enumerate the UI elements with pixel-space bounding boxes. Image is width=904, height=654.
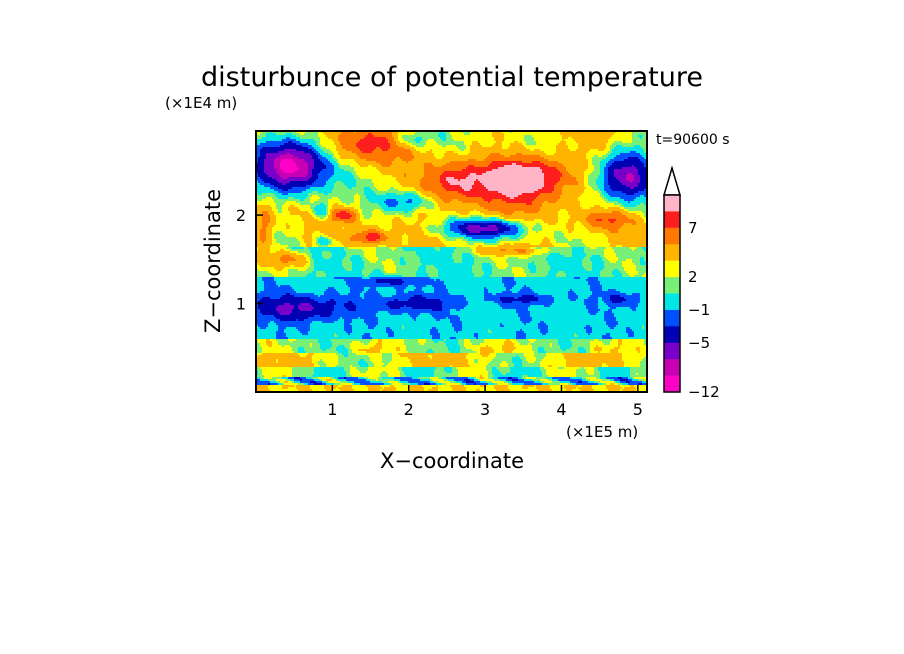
- colorbar-swatch: [664, 227, 680, 245]
- chart-title: disturbunce of potential temperature: [201, 62, 703, 93]
- x-axis-label: X−coordinate: [380, 449, 524, 473]
- colorbar-swatch: [664, 260, 680, 278]
- colorbar-swatch: [664, 375, 680, 393]
- colorbar-swatch: [664, 326, 680, 344]
- x-tick-label: 4: [556, 400, 566, 419]
- colorbar-label: −12: [688, 383, 720, 401]
- time-label: t=90600 s: [656, 132, 730, 148]
- colorbar-extend-arrow: [662, 165, 682, 196]
- colorbar-swatch: [664, 244, 680, 261]
- x-tick-label: 2: [404, 400, 414, 419]
- colorbar-swatch: [664, 195, 680, 212]
- x-tick-label: 1: [327, 400, 337, 419]
- colorbar-label: 7: [688, 219, 698, 237]
- x-tick-label: 5: [633, 400, 643, 419]
- x-axis: 1 2 3 4 5: [327, 385, 643, 419]
- colorbar-label: 2: [688, 268, 698, 286]
- colorbar-swatch: [664, 309, 680, 327]
- plot-frame: [255, 130, 648, 393]
- colorbar: 7 2 −1 −5 −12: [662, 165, 720, 401]
- y-axis: 12: [236, 206, 263, 314]
- y-tick-label: 2: [236, 206, 246, 225]
- colorbar-label: −1: [688, 301, 710, 319]
- y-axis-label: Z−coordinate: [201, 189, 225, 333]
- colorbar-swatch: [664, 277, 680, 294]
- colorbar-swatch: [664, 342, 680, 360]
- colorbar-swatch: [664, 359, 680, 376]
- colorbar-frame: [663, 194, 681, 393]
- colorbar-swatch: [664, 293, 680, 311]
- y-unit-label: (×1E4 m): [165, 94, 237, 112]
- x-unit-label: (×1E5 m): [566, 423, 638, 441]
- temperature-field: [256, 131, 647, 392]
- x-tick-label: 3: [480, 400, 490, 419]
- colorbar-label: −5: [688, 334, 710, 352]
- y-tick-label: 1: [236, 295, 246, 314]
- colorbar-swatch: [664, 211, 680, 229]
